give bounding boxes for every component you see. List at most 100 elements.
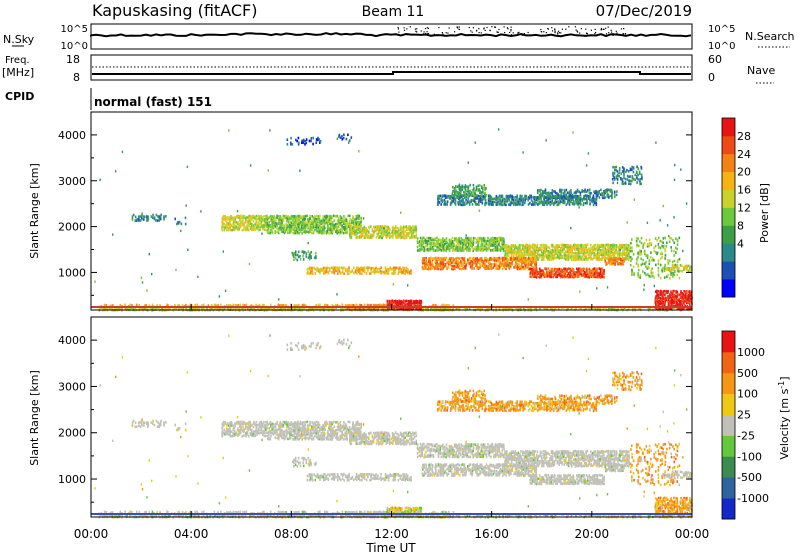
power-cell (246, 224, 249, 227)
power-cell (444, 263, 447, 266)
power-cell (516, 198, 518, 202)
power-cell (370, 225, 372, 228)
power-cell (295, 218, 297, 221)
power-cell (330, 222, 332, 225)
power-cell (443, 243, 446, 246)
power-cell (306, 268, 309, 271)
power-cell (594, 307, 597, 310)
power-cell (341, 226, 343, 230)
power-cell (376, 227, 378, 230)
power-cell (547, 270, 549, 274)
power-cell (379, 303, 381, 307)
power-cell (309, 221, 311, 224)
power-cell (410, 302, 413, 306)
power-cell (478, 188, 481, 191)
power-cell (290, 221, 293, 224)
power-cell (549, 192, 552, 195)
power-cell (356, 225, 359, 228)
power-cell (242, 219, 244, 222)
power-cell (461, 188, 464, 191)
power-cell (286, 217, 289, 221)
power-cell (436, 236, 438, 240)
power-cell (463, 256, 466, 260)
power-cell (670, 304, 673, 308)
power-cell (672, 300, 674, 303)
power-cell (401, 304, 403, 308)
power-cell (304, 231, 307, 235)
power-cell (340, 216, 343, 219)
power-cell (409, 301, 411, 305)
power-cell (241, 216, 244, 220)
power-cell (168, 307, 170, 311)
power-cell (301, 220, 304, 224)
power-cell (372, 233, 375, 236)
power-cell (510, 256, 512, 260)
power-cell (330, 225, 332, 229)
power-cell (436, 261, 438, 264)
power-cell (445, 241, 447, 245)
power-cell (454, 188, 457, 191)
power-cell (378, 227, 380, 230)
power-cell (349, 236, 352, 239)
power-cell (493, 197, 496, 200)
power-cell (263, 219, 266, 223)
power-cell (351, 230, 353, 233)
power-cell (229, 220, 231, 224)
power-cell (370, 272, 372, 275)
power-cell (518, 263, 520, 266)
nsearch-dot (504, 32, 506, 34)
power-cell (410, 226, 412, 230)
power-cell (480, 256, 483, 260)
power-cell (394, 234, 397, 237)
power-cell (415, 308, 417, 311)
power-cell (547, 267, 550, 270)
power-cell (266, 219, 269, 223)
power-cell (486, 239, 489, 243)
power-cell (292, 307, 294, 310)
power-cell (234, 226, 236, 230)
power-cell (436, 257, 438, 260)
power-cell (258, 217, 261, 221)
power-cell (484, 198, 487, 202)
power-cell (268, 221, 270, 224)
power-cell (476, 307, 479, 311)
power-cell (247, 216, 250, 219)
power-cell (565, 250, 567, 254)
power-cell (468, 200, 471, 203)
power-cell (319, 303, 321, 307)
power-cell (306, 214, 309, 218)
power-cell (400, 307, 403, 311)
power-cell (433, 307, 435, 311)
power-cell (336, 214, 339, 218)
power-cell (456, 238, 459, 241)
power-cell (420, 241, 422, 245)
power-cell (347, 222, 350, 226)
power-cell (335, 225, 337, 228)
power-cell (350, 233, 353, 236)
power-cell (348, 233, 351, 236)
power-cell (314, 228, 316, 232)
power-cell (596, 267, 599, 271)
power-cell (542, 243, 545, 247)
power-cell (287, 231, 289, 234)
power-cell (689, 301, 691, 304)
power-cell (232, 303, 235, 307)
power-cell (598, 307, 600, 310)
power-cell (296, 230, 299, 233)
power-cell (266, 230, 268, 233)
power-cell (568, 203, 571, 206)
power-cell (673, 301, 675, 305)
nsearch-dot (489, 30, 491, 32)
power-cell (526, 266, 528, 269)
power-cell (227, 218, 230, 221)
power-cell (447, 247, 449, 251)
power-cell (689, 307, 691, 311)
power-cell (229, 224, 231, 227)
power-cell (561, 255, 563, 258)
power-cell (233, 228, 236, 231)
power-cell (356, 220, 359, 224)
power-cell (361, 233, 364, 236)
power-cell (622, 243, 624, 247)
power-cell (429, 247, 432, 250)
power-cell (679, 308, 682, 311)
